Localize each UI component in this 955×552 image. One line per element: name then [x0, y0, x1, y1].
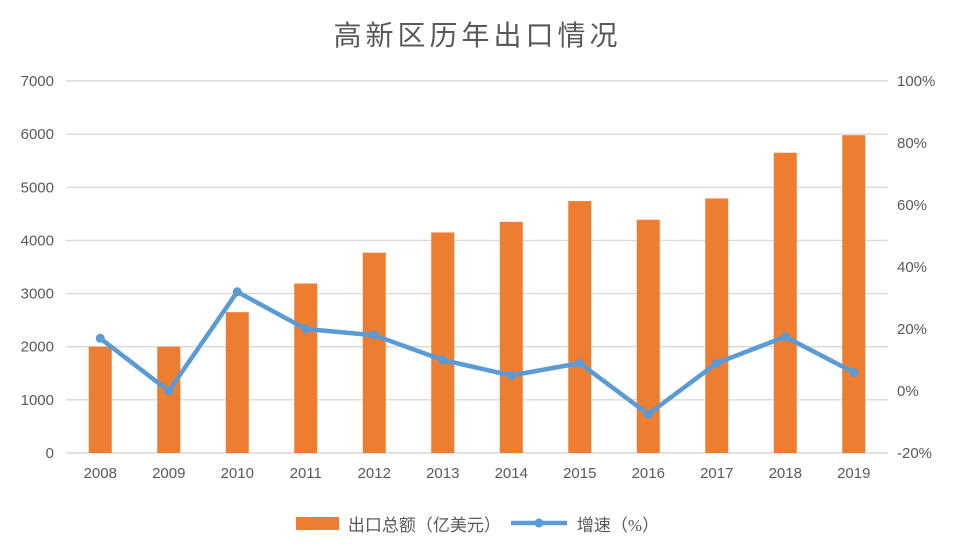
bar [225, 312, 249, 453]
bar [773, 152, 797, 453]
y-axis-left-tick-label: 2000 [21, 339, 54, 356]
bar [705, 198, 729, 453]
x-axis-tick-label: 2015 [563, 465, 596, 482]
line-marker [506, 371, 516, 380]
x-axis-tick-label: 2008 [84, 465, 117, 482]
bar [842, 135, 866, 453]
line-marker [780, 332, 790, 342]
line-marker [712, 358, 722, 368]
y-axis-left-tick-label: 7000 [21, 73, 54, 90]
bar [157, 346, 181, 453]
y-axis-left-tick-label: 4000 [21, 232, 54, 249]
x-axis-tick-label: 2012 [358, 465, 391, 482]
y-axis-right-tick-label: 20% [897, 321, 927, 338]
x-axis-tick-label: 2014 [495, 465, 528, 482]
y-axis-left-tick-label: 1000 [21, 392, 54, 409]
growth-line [98, 289, 856, 417]
bar [294, 283, 318, 453]
line-marker [232, 287, 242, 297]
bar [362, 252, 386, 453]
y-axis-right-tick-label: 0% [897, 383, 919, 400]
line-marker [301, 324, 311, 334]
bar [636, 219, 660, 453]
legend-line-marker-icon [510, 518, 567, 528]
y-axis-left-tick-label: 3000 [21, 286, 54, 303]
legend: 出口总额（亿美元） 增速（%） [0, 509, 955, 537]
line-marker [369, 330, 379, 340]
x-axis-tick-label: 2010 [221, 465, 254, 482]
bar [431, 232, 455, 453]
x-axis-tick-label: 2009 [152, 465, 185, 482]
legend-line-label: 增速（%） [576, 515, 660, 535]
y-axis-right-tick-label: 40% [897, 259, 927, 276]
legend-line-dot [534, 518, 544, 528]
line-marker [95, 333, 105, 343]
x-axis-tick-label: 2016 [632, 465, 665, 482]
y-axis-right-tick-label: 100% [897, 73, 935, 90]
bar [88, 346, 112, 453]
line-marker [575, 358, 585, 368]
y-axis-right-tick-label: -20% [897, 445, 932, 462]
x-axis-tick-label: 2017 [700, 465, 733, 482]
bar [568, 201, 592, 453]
y-axis-left-tick-label: 6000 [21, 126, 54, 143]
y-axis-left-tick-label: 0 [46, 445, 54, 462]
line-marker [164, 386, 174, 396]
chart-title: 高新区历年出口情况 [333, 21, 622, 52]
x-axis-tick-label: 2013 [426, 465, 459, 482]
line-marker [438, 355, 448, 365]
legend-bar-label: 出口总额（亿美元） [347, 515, 501, 535]
x-axis-tick-label: 2018 [769, 465, 802, 482]
y-axis-left-tick-label: 5000 [21, 179, 54, 196]
x-axis-tick-label: 2011 [290, 465, 322, 482]
line-marker [849, 367, 859, 377]
legend-bar-swatch-icon [295, 516, 339, 530]
x-axis-tick-label: 2019 [837, 465, 870, 482]
line-marker [643, 409, 653, 419]
bar [499, 221, 523, 453]
y-axis-right-tick-label: 80% [897, 135, 927, 152]
y-axis-right-tick-label: 60% [897, 197, 927, 214]
